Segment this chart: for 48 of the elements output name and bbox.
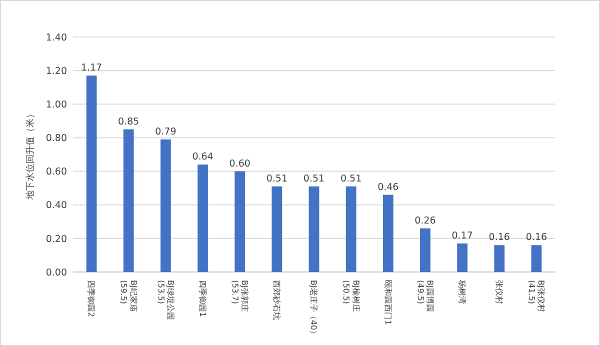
data-label: 0.51 xyxy=(340,173,362,184)
x-tick-label: BJ张郭庄 (53.7) xyxy=(230,280,250,312)
x-tick-label: 杨树湾 xyxy=(458,279,467,304)
bar xyxy=(420,228,430,272)
x-tick-label: 张仪村 xyxy=(494,280,504,304)
data-label: 0.46 xyxy=(378,182,399,193)
bar xyxy=(198,164,208,272)
bar xyxy=(346,186,356,272)
x-tick-label: BJ园博园 (49.5) xyxy=(416,280,434,312)
data-label: 0.26 xyxy=(414,215,436,226)
y-axis-title: 地下水位回升值（米） xyxy=(25,110,36,200)
data-label: 0.16 xyxy=(526,232,548,244)
data-label: 0.17 xyxy=(452,230,473,242)
bar xyxy=(382,194,394,272)
bar xyxy=(272,186,282,272)
x-tick-label: 颐和园西门1 xyxy=(383,280,392,326)
x-tick-label: BJ绿堤公园 (53.5) xyxy=(156,280,175,320)
data-label: 0.64 xyxy=(192,152,214,163)
bar xyxy=(160,139,171,272)
x-tick-label: 四季御园2 xyxy=(86,280,96,318)
bar xyxy=(308,186,320,272)
data-label: 0.16 xyxy=(488,232,510,244)
data-label: 0.51 xyxy=(303,173,325,184)
bar xyxy=(457,243,468,272)
data-label: 0.79 xyxy=(155,126,176,138)
y-tick-label: 0.00 xyxy=(46,267,67,278)
x-tick-label: BJ老庄子（40） xyxy=(309,280,318,338)
y-tick-label: 0.20 xyxy=(46,234,67,245)
bar xyxy=(86,76,97,272)
bar xyxy=(494,245,505,272)
bar xyxy=(123,129,134,272)
x-tick-label: BJ纪家庙 (59.5) xyxy=(119,280,138,312)
bar xyxy=(234,171,246,272)
y-tick-label: 0.80 xyxy=(46,133,67,144)
y-tick-label: 0.60 xyxy=(46,166,67,178)
data-label: 0.51 xyxy=(266,173,288,184)
x-tick-label: BJ榆树庄 (50.5) xyxy=(342,280,360,312)
data-label: 0.60 xyxy=(229,158,250,170)
x-tick-label: 四季御园1 xyxy=(198,280,207,318)
data-label: 1.17 xyxy=(80,62,102,74)
y-tick-label: 1.00 xyxy=(46,99,67,110)
data-label: 0.85 xyxy=(118,116,140,128)
y-tick-label: 1.40 xyxy=(46,32,67,44)
x-tick-label: BJ张仪村 (41.5) xyxy=(527,280,546,312)
y-tick-label: 0.40 xyxy=(46,200,67,212)
y-tick-label: 1.20 xyxy=(46,66,67,77)
bar xyxy=(531,245,542,272)
x-tick-label: 西郊砂石坑 xyxy=(272,280,282,320)
